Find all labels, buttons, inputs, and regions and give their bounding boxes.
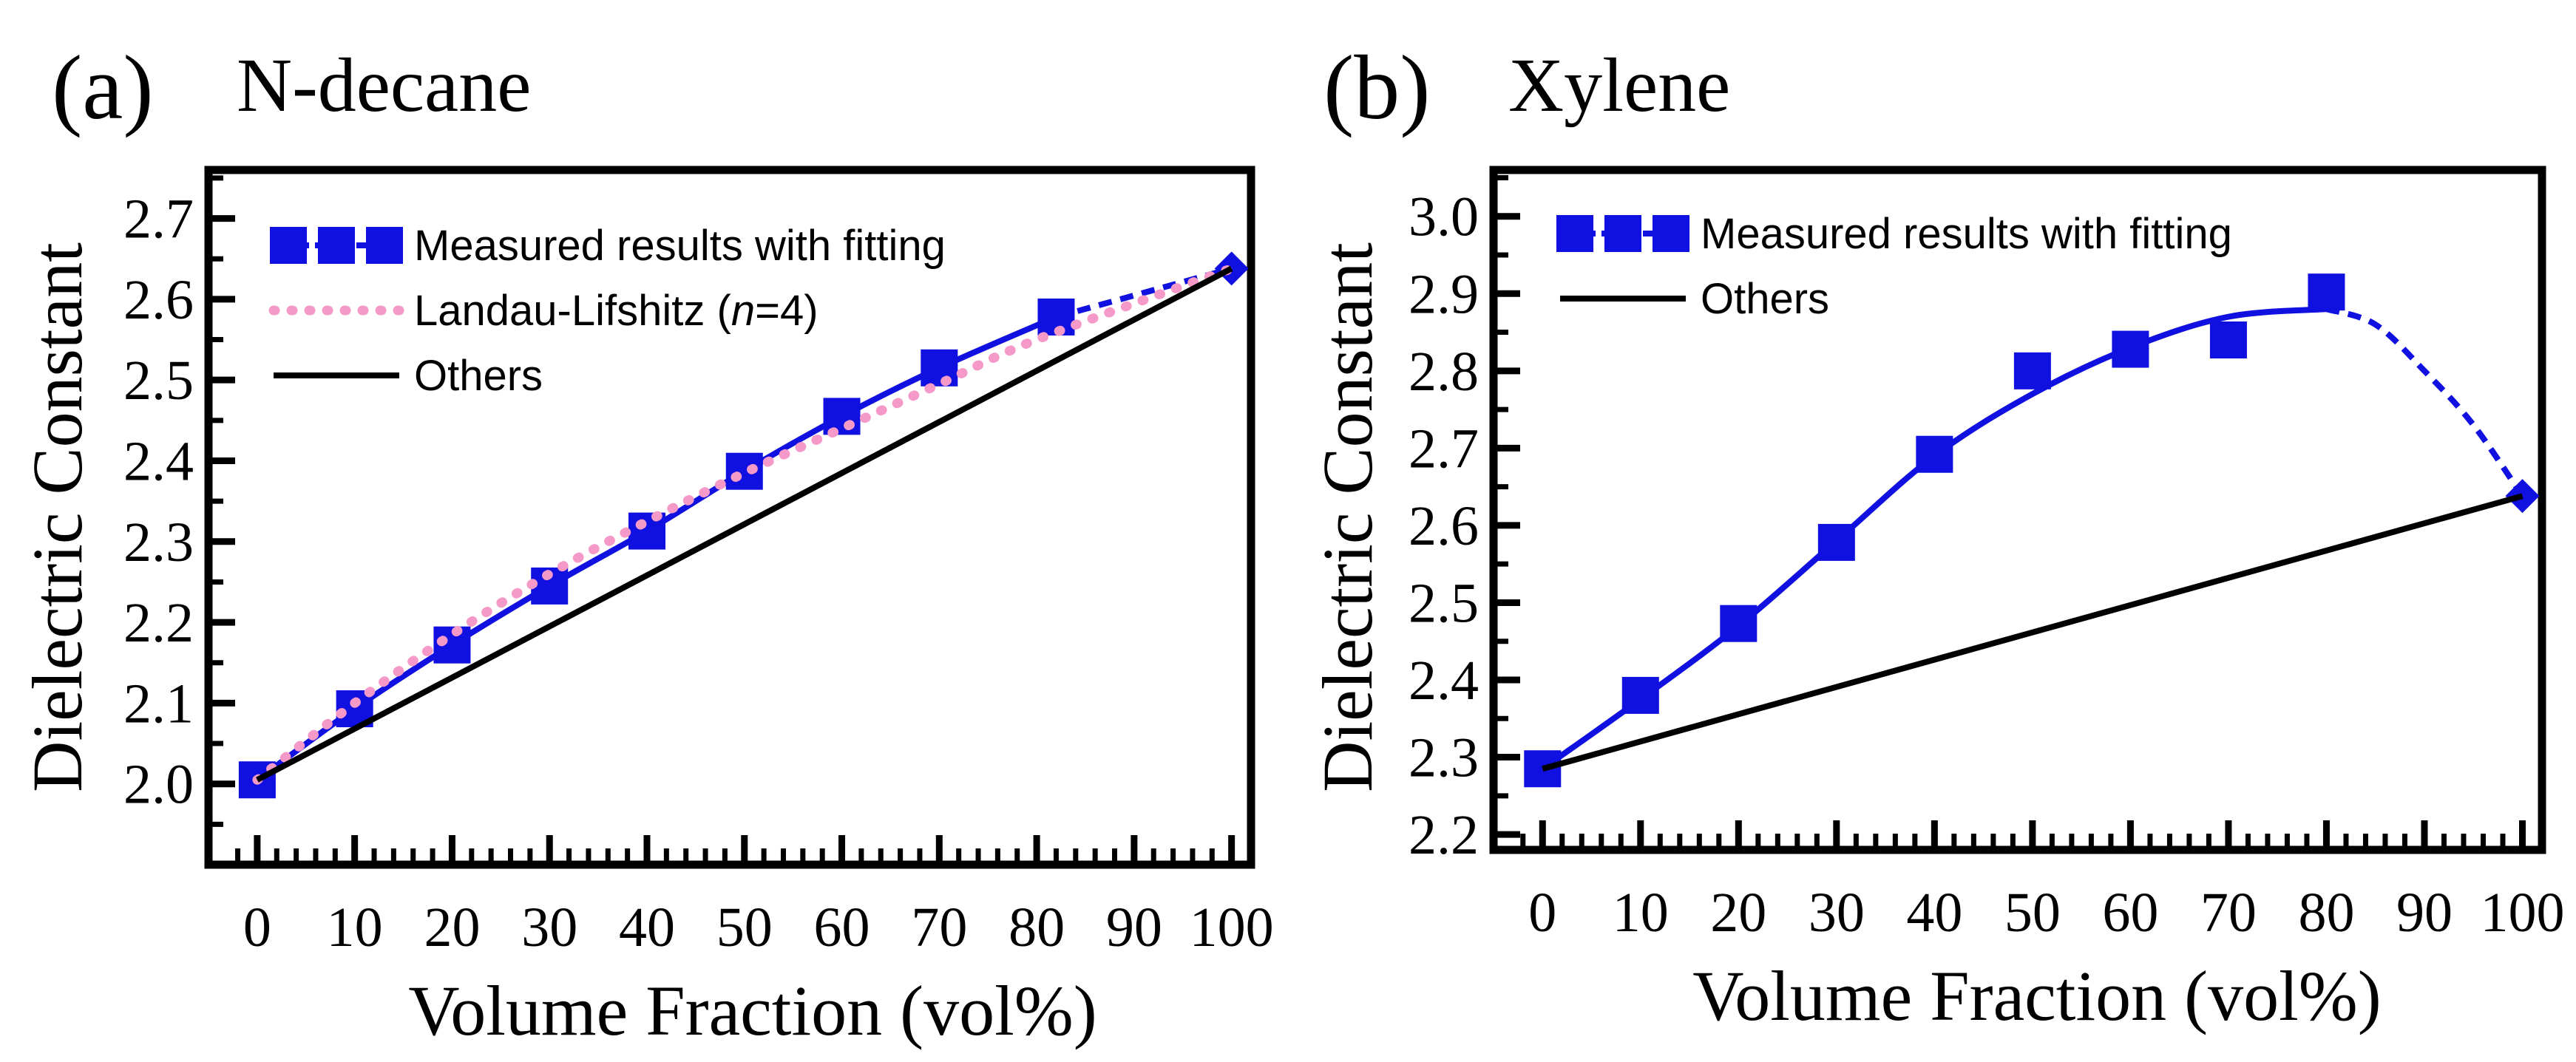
- p0-series-landau-line: [252, 263, 1237, 785]
- p1-series-measured-point: [2308, 273, 2345, 311]
- panel-b-label: (b): [1323, 37, 1431, 138]
- p0-x-tick-label: 60: [814, 896, 870, 959]
- panel-b-x-axis-label: Volume Fraction (vol%): [1692, 956, 2381, 1035]
- p1-legend-measured-marker: [1604, 215, 1641, 252]
- p0-series-measured-point: [823, 398, 861, 435]
- p1-x-tick-label: 40: [1906, 882, 1962, 944]
- p0-x-tick-label: 40: [619, 896, 675, 959]
- p1-x-tick-label: 90: [2396, 882, 2453, 944]
- p0-x-tick-label: 20: [424, 896, 480, 959]
- p1-legend-measured-marker: [1653, 215, 1689, 252]
- p0-y-tick-label: 2.6: [123, 269, 194, 331]
- p1-legend-others-label: Others: [1701, 275, 1829, 323]
- panel-b-plot-area: 2.2 2.3 2.4 2.5 2.6 2.7 2.8 2.9 3.0 0 10 20 30 40 50 60…: [1409, 166, 2564, 944]
- p1-x-tick-label: 50: [2004, 882, 2061, 944]
- panel-b-xylene: (b) Xylene Dielectric Constant Volume Fr…: [1308, 37, 2564, 1035]
- p0-y-tick-label: 2.1: [123, 673, 194, 735]
- p0-legend-others-label: Others: [414, 352, 543, 400]
- p0-series-measured-point: [921, 349, 958, 387]
- p0-x-tick-label: 10: [327, 896, 383, 959]
- p0-x-tick-label: 30: [521, 896, 577, 959]
- p1-y-tick-label: 2.9: [1409, 263, 1479, 325]
- p0-x-tick-label: 50: [716, 896, 773, 959]
- p1-series-measured-point: [2013, 352, 2051, 389]
- p0-y-tick-label: 2.7: [123, 188, 194, 251]
- p0-legend-measured-marker: [318, 227, 355, 264]
- p0-legend-measured-marker: [366, 227, 403, 264]
- p1-x-tick-label: 0: [1528, 882, 1556, 944]
- p1-series-measured-point: [1916, 435, 1953, 473]
- panel-a-n-decane: (a) N-decane Dielectric Constant Volume …: [18, 37, 1274, 1050]
- p0-x-tick-label: 100: [1190, 896, 1274, 959]
- p1-frame: [1489, 166, 2546, 854]
- p1-series-measured-point: [2209, 321, 2247, 358]
- panel-a-label: (a): [52, 37, 154, 138]
- p1-x-tick-label: 10: [1613, 882, 1669, 944]
- panel-a-plot-area: 2.0 2.1 2.2 2.3 2.4 2.5 2.6 2.7 0 10 20 30 40 50 60 70 8…: [123, 166, 1274, 959]
- p0-legend-landau-label-suffix: =4): [755, 287, 818, 335]
- p1-x-tick-label: 30: [1809, 882, 1865, 944]
- p1-y-tick-label: 2.4: [1409, 650, 1479, 712]
- p1-y-tick-label: 2.8: [1409, 341, 1479, 403]
- p1-series-measured-extension-line: [2325, 306, 2525, 498]
- p0-legend-measured-marker: [270, 227, 307, 264]
- p0-legend-landau-label: Landau-Lifshitz (n=4): [414, 287, 818, 335]
- p1-y-tick-label: 2.7: [1409, 418, 1479, 480]
- p1-y-tick-label: 2.6: [1409, 495, 1479, 557]
- p1-series-measured-point: [1817, 523, 1855, 561]
- panel-a-title: N-decane: [237, 43, 531, 128]
- p0-y-tick-label: 2.2: [123, 592, 194, 654]
- p0-x-tick-label: 70: [911, 896, 967, 959]
- p0-x-tick-label: 80: [1009, 896, 1065, 959]
- p1-y-tick-label: 2.3: [1409, 727, 1479, 789]
- p1-series-others-line: [1542, 493, 2524, 772]
- p1-x-tick-label: 70: [2200, 882, 2257, 944]
- p0-legend-landau-label-prefix: Landau-Lifshitz (: [414, 287, 731, 335]
- p1-y-tick-label: 2.5: [1409, 572, 1479, 634]
- p0-frame: [204, 166, 1255, 869]
- p0-y-tick-label: 2.5: [123, 350, 194, 412]
- p1-x-tick-label: 80: [2298, 882, 2354, 944]
- p1-series-measured-point: [2112, 330, 2149, 368]
- p0-series-others-line: [256, 265, 1233, 783]
- panel-b-legend: Measured results with fitting Others: [1556, 210, 2232, 323]
- p1-series-measured-point: [1720, 605, 1758, 642]
- panel-a-legend: Measured results with fitting Landau-Lifs…: [268, 222, 946, 400]
- panel-b-y-axis-label: Dielectric Constant: [1308, 242, 1387, 792]
- p0-series-measured-extension-line: [1055, 265, 1233, 320]
- p1-y-tick-label: 2.2: [1409, 804, 1479, 866]
- p0-legend-measured-label: Measured results with fitting: [414, 222, 946, 270]
- p0-x-tick-label: 90: [1106, 896, 1162, 959]
- p1-y-tick-label: 3.0: [1409, 186, 1479, 248]
- p0-x-tick-label: 0: [243, 896, 271, 959]
- p1-legend-measured-marker: [1556, 215, 1593, 252]
- panel-b-title: Xylene: [1508, 43, 1730, 128]
- panel-a-x-axis-label: Volume Fraction (vol%): [408, 971, 1097, 1050]
- p1-series-measured-point: [1621, 676, 1659, 714]
- panel-a-y-axis-label: Dielectric Constant: [18, 242, 97, 792]
- p1-legend-measured-label: Measured results with fitting: [1701, 210, 2232, 258]
- p1-x-tick-label: 60: [2102, 882, 2158, 944]
- p0-y-tick-label: 2.0: [123, 754, 194, 816]
- p0-y-tick-label: 2.3: [123, 511, 194, 573]
- p1-x-tick-label: 100: [2480, 882, 2564, 944]
- p0-series-measured-point: [725, 452, 763, 490]
- p0-legend-landau-label-italic: n: [731, 287, 755, 335]
- p1-x-tick-label: 20: [1710, 882, 1766, 944]
- p0-y-tick-label: 2.4: [123, 430, 194, 492]
